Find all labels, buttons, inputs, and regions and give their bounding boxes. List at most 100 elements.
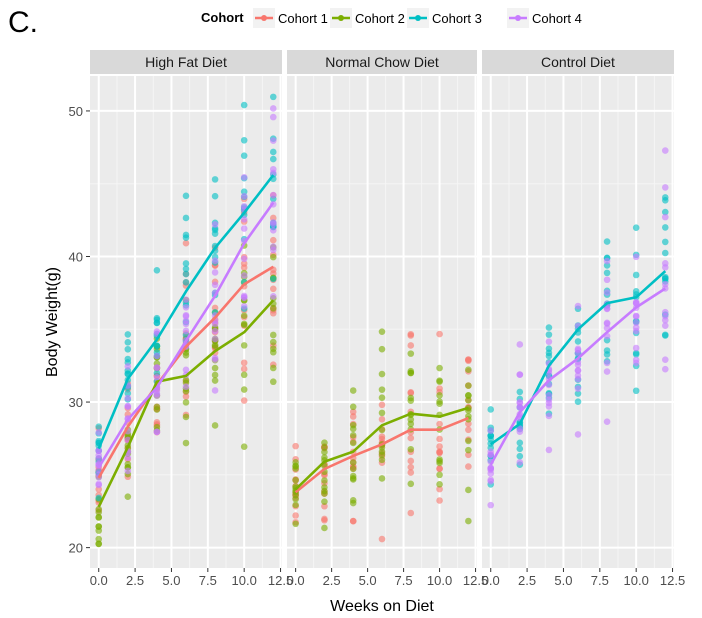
data-point	[487, 451, 495, 459]
data-point	[269, 331, 277, 339]
data-point	[95, 423, 103, 430]
data-point	[632, 351, 640, 358]
data-point	[436, 481, 443, 488]
data-point	[465, 517, 472, 525]
data-point	[269, 305, 277, 312]
data-point	[269, 378, 277, 386]
data-point	[124, 355, 132, 363]
data-point	[240, 443, 248, 450]
data-point	[378, 535, 386, 543]
facet-strip	[482, 50, 674, 74]
data-point	[603, 368, 611, 375]
y-tick-label: 40	[69, 249, 83, 264]
data-point	[269, 191, 277, 199]
data-point	[182, 239, 190, 247]
data-point	[516, 388, 524, 396]
data-point	[661, 147, 669, 154]
x-tick-label: 12.5	[463, 573, 488, 588]
data-point	[407, 434, 415, 442]
data-point	[487, 432, 495, 440]
data-point	[407, 445, 415, 453]
data-point	[632, 271, 640, 279]
data-point	[292, 495, 299, 503]
data-point	[240, 342, 248, 349]
data-point	[465, 366, 472, 373]
data-point	[574, 349, 582, 357]
data-point	[182, 366, 190, 374]
data-point	[292, 459, 299, 466]
data-point	[269, 253, 277, 261]
data-point	[182, 296, 190, 303]
data-point	[240, 303, 248, 310]
series-line-cohort-2	[97, 299, 275, 508]
data-point	[211, 230, 219, 237]
legend-key-point	[261, 15, 267, 21]
x-tick-label: 10.0	[232, 573, 257, 588]
data-point	[661, 322, 669, 329]
data-point	[661, 356, 669, 363]
x-tick-label: 7.5	[591, 573, 609, 588]
data-point	[240, 188, 248, 195]
y-tick-label: 30	[69, 395, 83, 410]
data-point	[349, 432, 357, 439]
data-point	[182, 383, 190, 391]
facet-strip	[90, 50, 282, 74]
data-point	[269, 275, 277, 283]
data-point	[182, 231, 190, 239]
data-point	[545, 412, 553, 420]
facet-title: Normal Chow Diet	[325, 54, 439, 70]
data-point	[516, 398, 524, 406]
data-point	[349, 413, 357, 420]
data-point	[407, 509, 415, 517]
data-point	[182, 399, 190, 406]
data-point	[321, 498, 328, 505]
data-point	[378, 451, 386, 458]
legend-key-point	[415, 15, 421, 21]
data-point	[574, 302, 582, 310]
data-point	[292, 512, 299, 519]
data-point	[124, 390, 132, 397]
data-point	[240, 397, 248, 404]
data-point	[487, 465, 495, 472]
data-point	[574, 385, 582, 392]
data-point	[124, 363, 132, 370]
y-axis-title: Body Weight(g)	[44, 267, 61, 377]
data-point	[378, 456, 386, 464]
data-point	[661, 275, 669, 282]
data-point	[632, 327, 640, 335]
data-point	[269, 113, 277, 121]
data-point	[378, 435, 386, 443]
data-point	[574, 431, 582, 438]
data-point	[378, 409, 386, 417]
data-point	[349, 403, 357, 411]
data-point	[407, 420, 415, 428]
data-point	[378, 415, 386, 423]
data-point	[95, 467, 103, 474]
data-point	[407, 394, 415, 402]
data-point	[321, 487, 328, 495]
x-tick-label: 10.0	[427, 573, 452, 588]
data-point	[378, 328, 386, 335]
data-point	[240, 136, 248, 144]
data-point	[516, 371, 524, 378]
data-point	[574, 367, 582, 374]
data-point	[240, 359, 248, 367]
x-tick-label: 5.0	[162, 573, 180, 588]
legend-label: Cohort 3	[432, 11, 482, 26]
data-point	[211, 335, 219, 343]
data-point	[407, 332, 415, 339]
x-tick-label: 7.5	[395, 573, 413, 588]
data-point	[95, 494, 103, 502]
data-point	[182, 192, 190, 200]
data-point	[182, 265, 190, 273]
legend: Cohort Cohort 1 Cohort 2 Cohort 3 Cohort 4	[201, 8, 582, 28]
data-point	[661, 184, 669, 191]
legend-title: Cohort	[201, 10, 244, 25]
data-point	[124, 331, 132, 338]
data-point	[436, 443, 443, 450]
data-point	[436, 330, 443, 338]
data-point	[574, 375, 582, 383]
panel-background	[482, 76, 674, 568]
x-tick-label: 10.0	[624, 573, 649, 588]
x-axis-title: Weeks on Diet	[330, 598, 434, 615]
